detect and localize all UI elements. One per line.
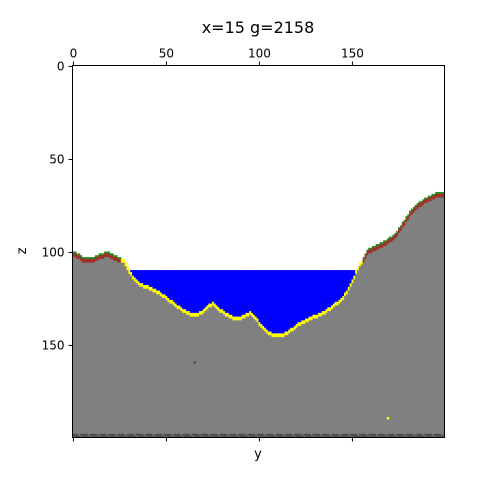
x-tick-label: 150 bbox=[341, 47, 364, 61]
x-tick-label: 100 bbox=[248, 47, 271, 61]
x-tick-label: 0 bbox=[70, 47, 78, 61]
speck-cell bbox=[193, 361, 195, 363]
sand-cell bbox=[123, 259, 125, 263]
z-tick-label: 50 bbox=[49, 152, 64, 166]
speck-cell bbox=[387, 417, 389, 419]
z-tick-label: 0 bbox=[57, 59, 65, 73]
sand-cell bbox=[125, 263, 127, 267]
sand-cell bbox=[126, 266, 128, 270]
x-tick-label: 50 bbox=[159, 47, 174, 61]
chart-title: x=15 g=2158 bbox=[202, 18, 315, 37]
z-tick-label: 150 bbox=[42, 338, 65, 352]
z-axis-label: z bbox=[15, 247, 30, 254]
z-tick-label: 100 bbox=[42, 245, 65, 259]
plot-area bbox=[73, 66, 445, 438]
x-axis-label: y bbox=[254, 447, 262, 462]
